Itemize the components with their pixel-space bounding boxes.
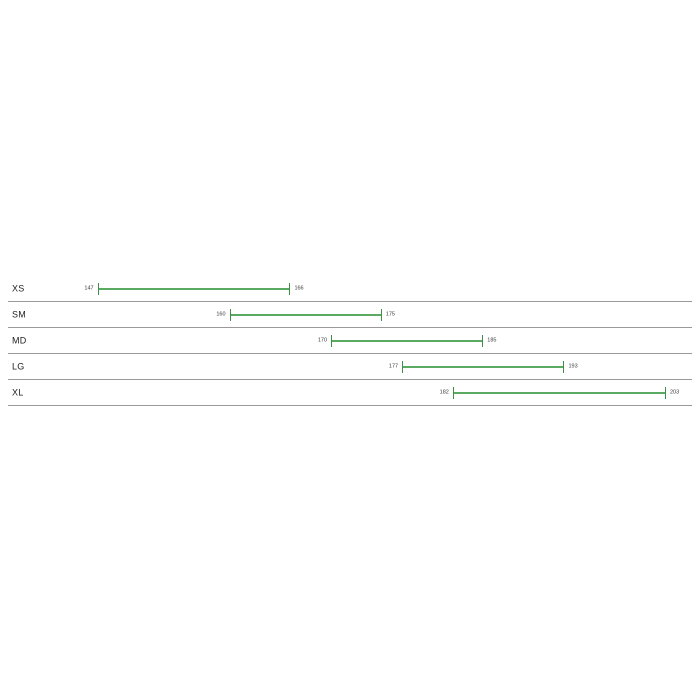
- range-marker-lg: 177 193: [389, 361, 578, 373]
- chart-row: XS 147 166: [0, 276, 700, 302]
- range-cap-low: [402, 361, 404, 373]
- range-value-high: 185: [487, 337, 497, 344]
- range-bar: [402, 366, 565, 368]
- range-cap-high: [664, 387, 666, 399]
- range-value-low: 147: [84, 285, 94, 292]
- range-cap-high: [482, 335, 484, 347]
- row-separator: [8, 405, 692, 406]
- category-label-lg: LG: [12, 361, 25, 372]
- range-value-low: 170: [317, 337, 328, 344]
- range-cap-low: [229, 309, 231, 321]
- range-marker-xl: 182 203: [440, 387, 679, 399]
- range-bar: [331, 340, 484, 342]
- range-bar: [229, 314, 382, 316]
- range-value-high: 203: [669, 389, 680, 396]
- range-cap-low: [97, 283, 99, 295]
- chart-row: XL 182 203: [0, 380, 700, 406]
- category-label-xs: XS: [12, 283, 25, 294]
- chart-plot-area: XS 147 166 SM 160 175 MD: [0, 276, 700, 416]
- range-value-low: 160: [216, 311, 226, 318]
- range-cap-high: [380, 309, 382, 321]
- category-label-xl: XL: [12, 387, 24, 398]
- row-separator: [8, 379, 692, 380]
- range-cap-high: [289, 283, 291, 295]
- range-cap-low: [452, 387, 454, 399]
- chart-row: SM 160 175: [0, 302, 700, 328]
- category-label-sm: SM: [12, 309, 26, 320]
- range-marker-sm: 160 175: [216, 309, 395, 321]
- range-value-low: 177: [388, 363, 399, 370]
- category-label-md: MD: [12, 335, 27, 346]
- range-cap-low: [331, 335, 333, 347]
- range-value-high: 166: [294, 285, 304, 292]
- range-bar: [97, 288, 291, 290]
- chart-row: LG 177 193: [0, 354, 700, 380]
- range-value-high: 193: [568, 363, 578, 370]
- row-separator: [8, 301, 692, 302]
- row-separator: [8, 353, 692, 354]
- range-marker-xs: 147 166: [84, 283, 304, 295]
- row-separator: [8, 327, 692, 328]
- range-cap-high: [563, 361, 565, 373]
- chart-row: MD 170 185: [0, 328, 700, 354]
- range-value-high: 175: [385, 311, 395, 318]
- range-marker-md: 170 185: [318, 335, 496, 347]
- range-bar: [452, 392, 666, 394]
- range-value-low: 182: [439, 389, 449, 396]
